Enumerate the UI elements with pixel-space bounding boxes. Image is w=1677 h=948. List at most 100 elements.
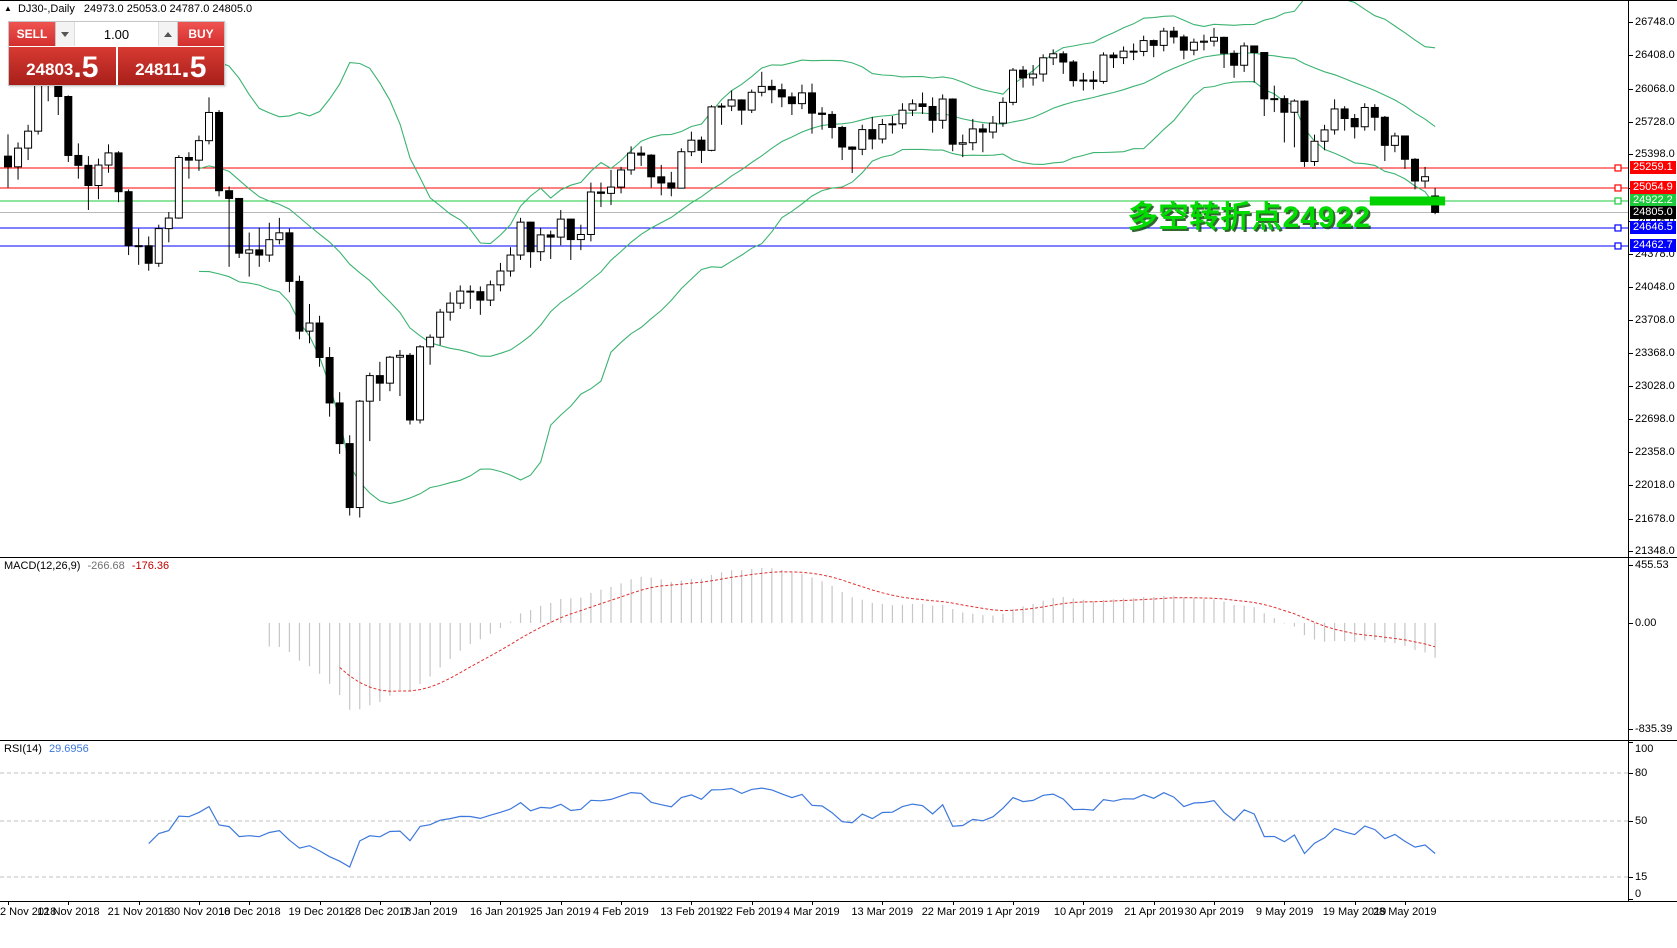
level-price-label: 25054.9 xyxy=(1630,181,1676,195)
rsi-label: RSI(14) 29.6956 xyxy=(4,743,89,755)
price-tick xyxy=(1629,551,1633,553)
price-tick xyxy=(1629,55,1633,57)
date-tick-label: 21 Apr 2019 xyxy=(1124,906,1184,918)
volume-input[interactable]: 1.00 xyxy=(74,22,159,46)
triangle-down-icon xyxy=(61,31,69,37)
price-axis[interactable]: 26748.026408.026068.025728.025398.025058… xyxy=(1628,1,1677,557)
buy-price[interactable]: 24811.5 xyxy=(117,47,224,85)
price-tick-label: 26068.0 xyxy=(1635,82,1675,95)
date-tick xyxy=(8,902,9,905)
price-tick xyxy=(1629,353,1633,355)
price-tick xyxy=(1629,286,1633,288)
date-tick xyxy=(249,902,251,905)
price-tick-label: 23708.0 xyxy=(1635,313,1675,326)
rsi-chart[interactable] xyxy=(0,741,1628,901)
date-tick xyxy=(882,902,884,905)
macd-label: MACD(12,26,9) -266.68 -176.36 xyxy=(4,560,169,572)
date-tick-label: 16 Jan 2019 xyxy=(469,906,531,918)
volume-decrease-button[interactable] xyxy=(56,22,74,46)
price-tick-label: 25398.0 xyxy=(1635,148,1675,161)
date-tick xyxy=(1013,902,1014,905)
rsi-tick-label: 15 xyxy=(1635,871,1648,883)
rsi-tick-label: 80 xyxy=(1635,767,1648,779)
price-tick-label: 22358.0 xyxy=(1635,446,1675,459)
price-tick xyxy=(1629,254,1633,256)
macd-value: -266.68 xyxy=(87,560,125,572)
date-tick xyxy=(621,902,623,905)
date-tick-label: 9 May 2019 xyxy=(1255,906,1314,918)
price-tick xyxy=(1629,386,1633,388)
price-tick-label: 26408.0 xyxy=(1635,49,1675,62)
date-tick xyxy=(751,902,753,905)
bid-price-label: 24805.0 xyxy=(1630,205,1676,219)
date-tick-label: 13 Feb 2019 xyxy=(660,906,723,918)
date-tick-label: 10 Dec 2018 xyxy=(218,906,281,918)
date-tick xyxy=(812,902,813,905)
one-click-trading-panel: SELL 1.00 BUY 24803.5 24811.5 xyxy=(8,21,225,86)
price-tick-label: 22018.0 xyxy=(1635,479,1675,492)
volume-increase-button[interactable] xyxy=(159,22,177,46)
macd-signal-value: -176.36 xyxy=(131,560,170,572)
price-tick-label: 25728.0 xyxy=(1635,116,1675,129)
level-price-label: 24922.2 xyxy=(1630,194,1676,208)
date-axis[interactable]: 2 Nov 2018 12 Nov 2018 21 Nov 2018 30 Nov 2… xyxy=(0,902,1677,922)
rsi-tick xyxy=(1629,773,1633,774)
candlestick-chart[interactable] xyxy=(0,0,1628,557)
macd-panel: 455.53 0.00 -835.39 MACD(12,26,9) -266.68 … xyxy=(0,557,1677,740)
date-tick-label: 30 Nov 2018 xyxy=(167,906,231,918)
sell-button[interactable]: SELL xyxy=(9,22,55,46)
date-tick-label: 28 May 2019 xyxy=(1372,906,1437,918)
triangle-up-icon xyxy=(164,31,172,37)
price-tick-label: 24048.0 xyxy=(1635,280,1675,293)
price-tick xyxy=(1629,319,1633,321)
date-tick xyxy=(1284,902,1286,905)
date-tick xyxy=(691,902,693,905)
date-tick xyxy=(1404,902,1406,905)
price-tick-label: 22698.0 xyxy=(1635,412,1675,425)
buy-button[interactable]: BUY xyxy=(178,22,224,46)
price-tick xyxy=(1629,22,1633,24)
rsi-tick xyxy=(1629,877,1633,878)
date-tick xyxy=(430,902,432,905)
price-tick xyxy=(1629,122,1633,124)
date-tick xyxy=(138,902,140,905)
date-tick xyxy=(1153,902,1155,905)
rsi-value: 29.6956 xyxy=(48,743,89,755)
macd-tick-label: -835.39 xyxy=(1635,723,1673,736)
chart-symbol-title: DJ30-,Daily xyxy=(17,3,75,15)
date-tick-label: 4 Mar 2019 xyxy=(784,906,840,918)
chart-header: ▲ DJ30-,Daily 24973.0 25053.0 24787.0 24… xyxy=(4,3,252,15)
date-tick xyxy=(952,902,954,905)
price-tick xyxy=(1629,418,1633,420)
date-tick-label: 7 Jan 2019 xyxy=(403,906,458,918)
macd-tick-label: 0.00 xyxy=(1635,616,1657,629)
macd-tick-label: 455.53 xyxy=(1635,559,1669,571)
macd-name: MACD(12,26,9) xyxy=(4,560,81,572)
date-tick-label: 4 Feb 2019 xyxy=(593,906,649,918)
date-tick-label: 13 Mar 2019 xyxy=(851,906,914,918)
price-tick xyxy=(1629,88,1633,90)
macd-axis[interactable]: 455.53 0.00 -835.39 xyxy=(1628,558,1677,740)
sell-price[interactable]: 24803.5 xyxy=(9,47,116,85)
rsi-axis[interactable]: 100 80 50 15 0 xyxy=(1628,741,1677,901)
date-tick xyxy=(560,902,562,905)
buy-price-frac: .5 xyxy=(181,51,207,84)
level-price-label: 24462.7 xyxy=(1630,239,1676,253)
macd-tick xyxy=(1629,564,1633,566)
rsi-tick xyxy=(1629,742,1633,743)
date-tick-label: 22 Mar 2019 xyxy=(921,906,984,918)
turning-point-annotation: 多空转折点24922 xyxy=(1127,201,1371,234)
date-tick-label: 25 Jan 2019 xyxy=(530,906,591,918)
price-tick-label: 23028.0 xyxy=(1635,380,1675,393)
date-tick xyxy=(68,902,70,905)
price-tick-label: 21348.0 xyxy=(1635,545,1675,558)
date-tick-label: 28 Dec 2018 xyxy=(348,906,412,918)
price-tick-label: 21678.0 xyxy=(1635,512,1675,525)
date-tick-label: 30 Apr 2019 xyxy=(1184,906,1244,918)
macd-chart[interactable] xyxy=(0,558,1628,740)
date-tick-label: 10 Apr 2019 xyxy=(1053,906,1114,918)
date-tick xyxy=(198,902,200,905)
collapse-panel-arrow-icon[interactable]: ▲ xyxy=(4,4,12,13)
date-tick-label: 21 Nov 2018 xyxy=(107,906,171,918)
rsi-tick-label: 50 xyxy=(1635,815,1648,827)
